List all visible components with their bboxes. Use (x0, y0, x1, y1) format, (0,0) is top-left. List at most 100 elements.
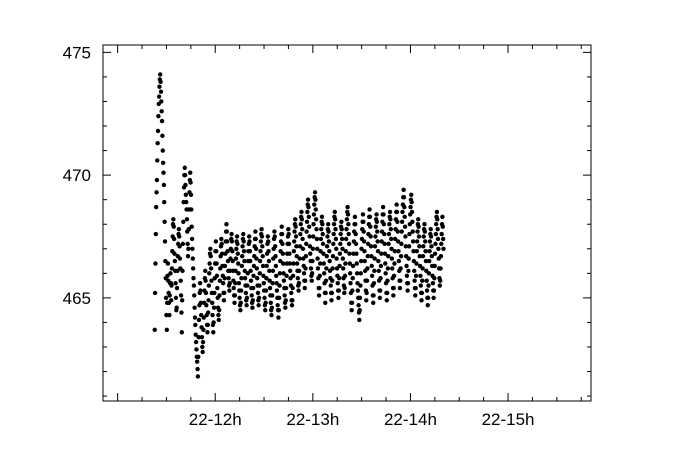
data-point (308, 251, 313, 256)
data-point (274, 280, 279, 286)
data-point (433, 222, 439, 227)
data-point (244, 303, 249, 308)
data-point (330, 253, 336, 259)
data-point (201, 327, 206, 332)
data-point (179, 330, 185, 335)
data-point (324, 266, 329, 271)
data-point (186, 226, 191, 232)
data-point (281, 278, 287, 283)
data-point (185, 253, 191, 259)
data-point (414, 261, 419, 266)
data-point (440, 236, 446, 242)
data-point (300, 236, 305, 242)
data-point (353, 222, 358, 227)
data-point (368, 234, 373, 239)
data-point (222, 263, 228, 269)
data-point (423, 249, 428, 254)
data-point (171, 224, 176, 229)
data-point (422, 229, 428, 234)
data-point (279, 224, 284, 229)
data-point (162, 199, 167, 205)
data-point (367, 207, 372, 212)
data-point (220, 280, 226, 286)
data-point (180, 268, 185, 274)
data-point (167, 293, 172, 298)
data-point (438, 266, 443, 271)
data-point (440, 224, 445, 229)
data-point (427, 239, 433, 244)
data-point (339, 236, 345, 242)
data-point (157, 84, 162, 89)
data-point (208, 266, 214, 271)
data-point (365, 241, 371, 247)
data-point (405, 288, 410, 293)
data-point (214, 261, 219, 266)
data-point (406, 256, 411, 261)
data-point (234, 246, 239, 251)
x-axis-ticks: 22-12h 22-13h 22-14h 22-15h (117, 45, 582, 429)
data-point (343, 249, 348, 254)
data-point (207, 271, 212, 276)
data-point (421, 234, 426, 239)
data-point (208, 253, 213, 259)
data-point (189, 207, 194, 212)
data-point (394, 209, 400, 215)
data-point (200, 339, 206, 345)
data-point (441, 246, 446, 251)
data-point (159, 109, 164, 114)
data-point (319, 214, 325, 220)
data-point (418, 283, 424, 288)
data-point (267, 278, 272, 283)
data-point (240, 244, 245, 249)
data-point (152, 290, 158, 296)
data-point (354, 271, 360, 276)
data-point (248, 268, 253, 274)
data-point (155, 141, 160, 146)
data-point (301, 271, 307, 276)
data-point (243, 290, 249, 296)
data-point (286, 241, 292, 247)
data-point (326, 239, 332, 244)
data-point (362, 249, 367, 254)
data-point (280, 251, 286, 256)
data-point (276, 295, 282, 301)
data-point (304, 219, 310, 224)
data-point (377, 295, 383, 301)
data-point (425, 295, 431, 301)
data-point (342, 273, 348, 278)
data-point (241, 231, 246, 237)
data-point (328, 283, 333, 288)
data-point (294, 244, 299, 249)
data-point (298, 231, 303, 237)
data-point (372, 244, 378, 249)
data-point (158, 89, 164, 94)
data-point (289, 290, 294, 296)
data-point (229, 231, 234, 237)
data-point (309, 271, 315, 276)
data-point (324, 253, 329, 259)
data-point (381, 212, 386, 217)
data-point (195, 366, 200, 372)
data-point (315, 246, 320, 251)
data-point (420, 278, 425, 283)
data-point (294, 253, 299, 259)
data-point (389, 246, 394, 251)
data-point (245, 271, 250, 276)
data-point (368, 244, 374, 249)
data-point (305, 197, 311, 202)
data-point (242, 276, 248, 281)
data-point (289, 303, 295, 308)
data-point (287, 261, 292, 266)
data-point (190, 256, 195, 261)
data-point (178, 278, 183, 283)
data-point (357, 307, 362, 313)
data-point (188, 192, 194, 197)
data-point (242, 258, 247, 264)
data-point (333, 236, 339, 242)
data-point (314, 236, 320, 242)
data-point (211, 330, 216, 335)
data-point (295, 276, 301, 281)
data-point (380, 204, 386, 210)
data-point (435, 217, 440, 222)
data-point (321, 251, 326, 256)
